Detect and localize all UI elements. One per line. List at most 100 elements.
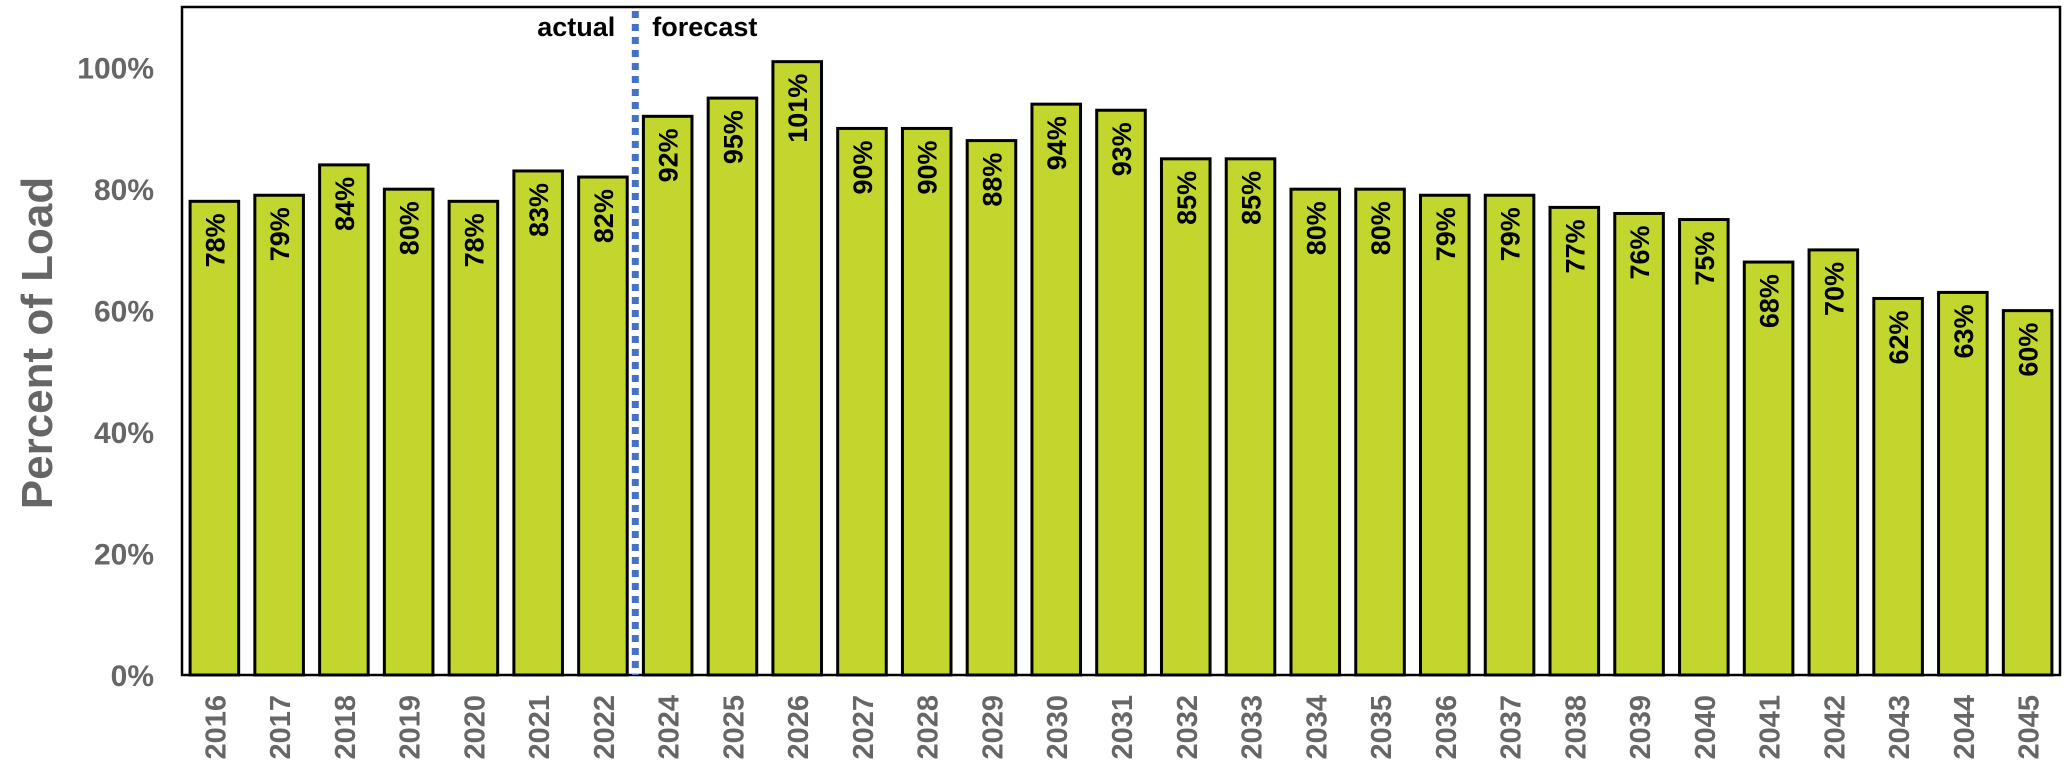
x-tick-label: 2026 (783, 695, 815, 760)
x-tick-label: 2024 (654, 695, 686, 760)
data-label: 95% (718, 110, 748, 164)
bar (1030, 102, 1083, 677)
data-label: 63% (1949, 304, 1979, 358)
bar (1419, 193, 1471, 677)
bar (447, 199, 500, 677)
y-tick-label: 60% (94, 296, 154, 329)
data-label: 78% (200, 213, 230, 267)
y-tick-label: 0% (111, 660, 154, 693)
bar (1224, 157, 1277, 677)
bar (188, 199, 241, 677)
bar (771, 60, 823, 677)
data-label: 80% (395, 201, 425, 255)
x-tick-label: 2036 (1431, 695, 1463, 760)
x-tick-label: 2043 (1884, 695, 1916, 760)
bar (1937, 290, 1989, 677)
bars: 78% 79% 84% 80% 78% 83% 82% 92% 95% 101% 90% 90% 88%… (188, 60, 2054, 677)
data-label: 79% (1496, 207, 1526, 261)
annotation-forecast: forecast (652, 12, 757, 42)
bar (836, 126, 888, 677)
x-tick-label: 2035 (1366, 695, 1398, 760)
x-tick-label: 2028 (913, 695, 945, 760)
data-label: 94% (1042, 116, 1072, 170)
data-label: 76% (1625, 225, 1655, 279)
x-tick-label: 2025 (718, 695, 750, 760)
x-tick-label: 2016 (200, 695, 232, 760)
data-label: 79% (1431, 207, 1461, 261)
data-label: 75% (1690, 232, 1720, 286)
data-label: 90% (848, 140, 878, 194)
data-label: 82% (589, 189, 619, 243)
x-tick-label: 2020 (459, 695, 491, 760)
bar (965, 139, 1018, 677)
data-label: 70% (1819, 262, 1849, 316)
x-tick-label: 2017 (265, 695, 297, 760)
data-label: 77% (1560, 219, 1590, 273)
x-tick-label: 2041 (1755, 695, 1787, 760)
x-tick-label: 2038 (1560, 695, 1592, 760)
x-tick-label: 2040 (1690, 695, 1722, 760)
x-tick-label: 2030 (1042, 695, 1074, 760)
bar (2001, 309, 2054, 677)
x-tick-label: 2031 (1107, 695, 1139, 760)
x-tick-label: 2018 (330, 695, 362, 760)
bar (1483, 193, 1536, 677)
data-label: 80% (1366, 201, 1396, 255)
bar (1159, 157, 1212, 677)
bar (253, 193, 305, 677)
bar (512, 169, 564, 677)
x-tick-label: 2044 (1949, 695, 1981, 760)
y-tick-label: 80% (94, 174, 154, 207)
data-label: 68% (1755, 274, 1785, 328)
bar (1872, 296, 1924, 677)
x-tick-label: 2019 (395, 695, 427, 760)
x-tick-label: 2039 (1625, 695, 1657, 760)
bar (706, 96, 759, 677)
data-label: 85% (1172, 171, 1202, 225)
x-tick-label: 2032 (1172, 695, 1204, 760)
bar (318, 163, 370, 677)
data-label: 85% (1237, 171, 1267, 225)
x-axis: 2016 2017 2018 2019 2020 2021 2022 2024 2025 2026… (200, 695, 2045, 760)
y-tick-label: 20% (94, 539, 154, 572)
data-label: 93% (1107, 122, 1137, 176)
x-tick-label: 2027 (848, 695, 880, 760)
bar (1354, 187, 1406, 677)
bar (641, 114, 694, 677)
y-tick-label: 40% (94, 417, 154, 450)
data-label: 90% (913, 140, 943, 194)
data-label: 78% (459, 213, 489, 267)
x-tick-label: 2022 (589, 695, 621, 760)
data-label: 83% (524, 183, 554, 237)
x-tick-label: 2033 (1237, 695, 1269, 760)
bar (382, 187, 435, 677)
data-label: 92% (654, 128, 684, 182)
bar (1289, 187, 1342, 677)
bar (900, 126, 953, 677)
x-tick-label: 2037 (1496, 695, 1528, 760)
x-tick-label: 2042 (1819, 695, 1851, 760)
x-tick-label: 2045 (2014, 695, 2046, 760)
data-label: 88% (977, 153, 1007, 207)
data-label: 101% (783, 74, 813, 143)
bar (577, 175, 629, 677)
x-tick-label: 2029 (977, 695, 1009, 760)
data-label: 79% (265, 207, 295, 261)
bar (1807, 248, 1860, 677)
data-label: 84% (330, 177, 360, 231)
x-tick-label: 2021 (524, 695, 556, 760)
y-axis-label: Percent of Load (13, 177, 62, 510)
data-label: 60% (2014, 323, 2044, 377)
bar (1742, 260, 1795, 677)
bar (1613, 211, 1665, 677)
data-label: 80% (1301, 201, 1331, 255)
y-tick-label: 100% (77, 53, 154, 86)
bar (1678, 218, 1730, 677)
data-label: 62% (1884, 310, 1914, 364)
bar (1095, 108, 1147, 677)
x-tick-label: 2034 (1301, 695, 1333, 760)
bar (1548, 205, 1601, 677)
annotation-actual: actual (537, 12, 615, 42)
